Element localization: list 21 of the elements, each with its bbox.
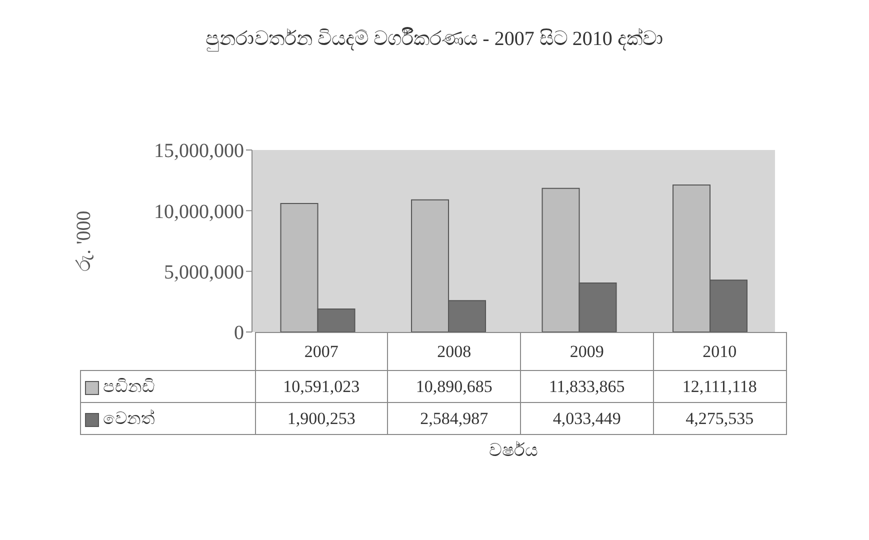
x-tick-label: 2009 [520, 332, 654, 370]
data-label: 4,275,535 [653, 402, 786, 434]
data-label: 11,833,865 [520, 370, 654, 402]
y-tick-label: 10,000,000 [154, 200, 244, 223]
x-axis-title: වර්ෂය [488, 440, 539, 461]
data-label: 4,033,449 [520, 402, 654, 434]
legend-label: වෙනත් [80, 402, 255, 434]
legend-label: පඩිනඩි [80, 370, 255, 402]
y-tick-label: 15,000,000 [154, 140, 244, 162]
data-label: 1,900,253 [255, 402, 388, 434]
data-label: 12,111,118 [653, 370, 786, 402]
chart-title: පුනරාවර්තන වියදම් වර්ගීකරණය - 2007 සිට 2010 දක්වා [204, 28, 664, 51]
data-label: 10,591,023 [255, 370, 388, 402]
y-tick-label: 0 [234, 322, 244, 344]
x-tick-label: 2007 [255, 332, 388, 370]
data-label: 2,584,987 [388, 402, 520, 434]
data-label: 10,890,685 [388, 370, 520, 402]
y-tick-label: 5,000,000 [164, 261, 244, 284]
y-axis-title: රු. '000 [73, 210, 96, 272]
x-tick-label: 2010 [653, 332, 786, 370]
x-tick-label: 2008 [388, 332, 520, 370]
